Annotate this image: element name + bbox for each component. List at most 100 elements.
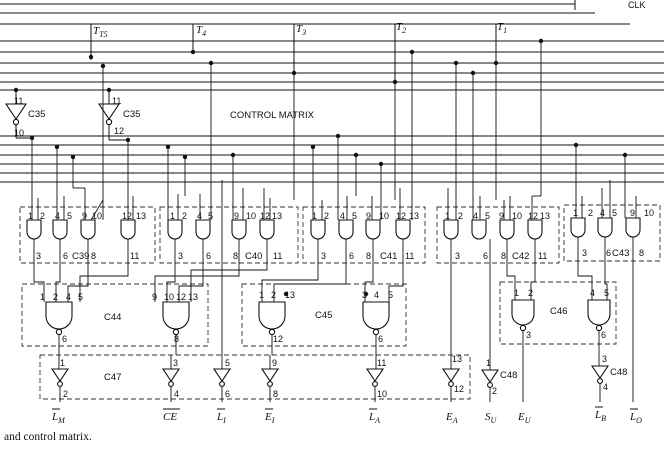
svg-text:12: 12 — [114, 126, 124, 136]
svg-text:1: 1 — [40, 292, 45, 302]
svg-text:4: 4 — [590, 288, 595, 298]
output-ea: EA — [445, 411, 458, 425]
chip-c46: C46 — [550, 306, 567, 317]
svg-text:5: 5 — [604, 288, 609, 298]
chip-c43: C43 — [612, 248, 629, 259]
svg-text:9: 9 — [272, 358, 277, 368]
output-lb: LB — [594, 409, 606, 423]
svg-text:4: 4 — [340, 211, 345, 221]
svg-text:13: 13 — [285, 290, 295, 300]
c35-left: 11 10 C35 — [4, 90, 45, 139]
box-c43 — [563, 204, 661, 262]
svg-text:6: 6 — [601, 330, 606, 340]
svg-text:4: 4 — [600, 208, 605, 218]
svg-text:10: 10 — [14, 128, 24, 138]
svg-text:1: 1 — [60, 358, 65, 368]
svg-text:12: 12 — [528, 211, 538, 221]
chip-c45: C45 — [315, 310, 332, 321]
svg-text:5: 5 — [388, 290, 393, 300]
svg-text:11: 11 — [14, 96, 23, 106]
output-la: LA — [368, 411, 380, 425]
svg-text:3: 3 — [602, 354, 607, 364]
gate-input-feeds — [31, 41, 637, 221]
control-matrix-title: CONTROL MATRIX — [230, 110, 315, 121]
svg-text:8: 8 — [91, 251, 96, 261]
svg-text:9: 9 — [82, 211, 87, 221]
svg-text:3: 3 — [321, 251, 326, 261]
output-eu: EU — [517, 411, 532, 425]
output-ei: EI — [264, 411, 275, 425]
svg-text:11: 11 — [130, 251, 139, 261]
svg-text:6: 6 — [606, 248, 611, 258]
box-c44 — [21, 283, 209, 347]
svg-text:9: 9 — [152, 292, 157, 302]
label-t2: T2 — [396, 21, 406, 35]
output-su: SU — [485, 411, 498, 425]
svg-text:5: 5 — [225, 358, 230, 368]
svg-text:10: 10 — [246, 211, 256, 221]
svg-text:8: 8 — [233, 251, 238, 261]
svg-text:2: 2 — [271, 290, 276, 300]
svg-text:2: 2 — [588, 208, 593, 218]
svg-text:2: 2 — [53, 292, 58, 302]
svg-text:13: 13 — [409, 211, 419, 221]
svg-text:5: 5 — [612, 208, 617, 218]
svg-text:9: 9 — [234, 211, 239, 221]
svg-text:5: 5 — [485, 211, 490, 221]
svg-text:4: 4 — [197, 211, 202, 221]
output-li: LI — [216, 411, 226, 425]
svg-text:8: 8 — [174, 334, 179, 344]
chip-c47: C47 — [104, 372, 121, 383]
svg-text:12: 12 — [396, 211, 406, 221]
svg-text:13: 13 — [452, 354, 462, 364]
top-bus: CLK — [0, 0, 646, 25]
svg-text:10: 10 — [512, 211, 522, 221]
svg-text:6: 6 — [206, 251, 211, 261]
svg-text:11: 11 — [112, 96, 121, 106]
svg-text:3: 3 — [582, 248, 587, 258]
chip-c40: C40 — [245, 251, 262, 262]
box-c41 — [302, 206, 426, 264]
svg-text:2: 2 — [528, 288, 533, 298]
svg-text:10: 10 — [377, 389, 387, 399]
label-t1: T1 — [497, 21, 507, 35]
c45-gates: 12 13 34 5 126 C45 — [258, 290, 393, 344]
svg-text:2: 2 — [492, 386, 497, 396]
output-labels: LM CE LI EI LA EA SU EU LB LO — [51, 406, 642, 425]
control-lines-lower — [0, 135, 664, 183]
label-t4: T4 — [196, 24, 206, 38]
svg-text:4: 4 — [603, 382, 608, 392]
svg-text:1: 1 — [514, 288, 519, 298]
svg-text:8: 8 — [639, 248, 644, 258]
output-lm: LM — [51, 411, 66, 425]
svg-text:6: 6 — [378, 334, 383, 344]
svg-text:10: 10 — [379, 211, 389, 221]
svg-text:9: 9 — [630, 208, 635, 218]
svg-text:3: 3 — [178, 251, 183, 261]
svg-text:10: 10 — [164, 292, 174, 302]
svg-text:3: 3 — [36, 251, 41, 261]
svg-text:1: 1 — [573, 208, 578, 218]
svg-text:13: 13 — [188, 292, 198, 302]
svg-text:2: 2 — [63, 389, 68, 399]
svg-text:1: 1 — [312, 211, 317, 221]
svg-text:4: 4 — [374, 290, 379, 300]
junction-dots — [13, 38, 628, 167]
svg-text:3: 3 — [455, 251, 460, 261]
svg-text:10: 10 — [644, 208, 654, 218]
svg-text:12: 12 — [273, 334, 283, 344]
svg-text:1: 1 — [170, 211, 175, 221]
svg-text:5: 5 — [78, 292, 83, 302]
chip-c44: C44 — [104, 312, 121, 323]
svg-text:11: 11 — [405, 251, 414, 261]
svg-text:8: 8 — [501, 251, 506, 261]
svg-text:1: 1 — [259, 290, 264, 300]
svg-text:3: 3 — [173, 358, 178, 368]
svg-text:13: 13 — [136, 211, 146, 221]
svg-text:8: 8 — [366, 251, 371, 261]
svg-text:6: 6 — [483, 251, 488, 261]
control-lines-upper — [0, 40, 664, 91]
svg-text:4: 4 — [55, 211, 60, 221]
